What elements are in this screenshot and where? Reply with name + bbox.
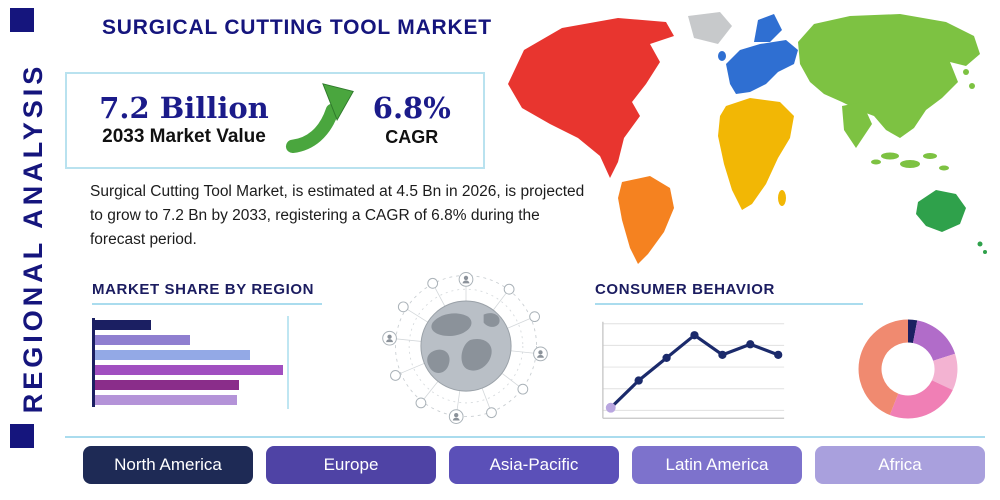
bar-segment-3: [95, 350, 251, 360]
bottom-divider: [65, 436, 985, 438]
region-scandinavia: [754, 14, 782, 42]
island-sea-1: [881, 152, 899, 160]
bar-chart: [92, 316, 289, 409]
bar-segment-1: [95, 320, 152, 330]
network-ring-inner: [408, 288, 524, 404]
island-japan-1: [963, 69, 969, 75]
donut-chart: [855, 316, 961, 422]
continent-australia: [916, 190, 966, 232]
globe-landmasses: [427, 313, 500, 373]
continent-europe: [726, 40, 798, 94]
corner-square-top: [10, 8, 34, 32]
market-share-rule: [92, 303, 322, 305]
market-value: 7.2 Billion: [99, 90, 269, 125]
growth-arrow-icon: [285, 78, 357, 156]
consumer-behavior-rule: [595, 303, 863, 305]
data-point-3: [662, 353, 671, 363]
region-buttons: North America Europe Asia-Pacific Latin Ame…: [83, 446, 985, 484]
region-button-africa[interactable]: Africa: [815, 446, 985, 484]
donut-slice-1: [908, 319, 918, 343]
region-button-latin-america[interactable]: Latin America: [632, 446, 802, 484]
market-share-section: MARKET SHARE BY REGION: [92, 281, 322, 409]
island-nz-1: [977, 241, 983, 247]
region-india: [842, 102, 872, 148]
consumer-behavior-section: CONSUMER BEHAVIOR: [595, 281, 863, 427]
description-text: Surgical Cutting Tool Market, is estimat…: [90, 183, 585, 249]
donut-slice-5: [858, 319, 908, 415]
data-point-5: [718, 350, 727, 359]
region-button-asia-pacific[interactable]: Asia-Pacific: [449, 446, 619, 484]
data-point-4: [690, 331, 699, 340]
cagr-value: 6.8%: [372, 91, 451, 126]
donut-slice-2: [912, 320, 956, 361]
consumer-behavior-header: CONSUMER BEHAVIOR: [595, 281, 775, 298]
bar-segment-6: [95, 395, 237, 405]
island-sea-4: [939, 165, 949, 171]
cagr-block: 6.8% CAGR: [372, 91, 451, 148]
island-madagascar: [778, 190, 786, 206]
island-greenland: [688, 12, 732, 44]
market-value-block: 7.2 Billion 2033 Market Value: [99, 90, 269, 149]
continent-south-america: [618, 176, 674, 264]
donut-chart-svg: [858, 319, 958, 419]
bar-segment-2: [95, 335, 191, 345]
corner-square-bottom: [10, 424, 34, 448]
continent-africa: [718, 98, 794, 210]
stats-box: 7.2 Billion 2033 Market Value 6.8% CAGR: [65, 72, 485, 169]
donut-slice-4: [889, 380, 953, 419]
island-sea-3: [923, 153, 937, 159]
island-japan-2: [969, 83, 975, 89]
data-point-2: [634, 376, 643, 385]
side-vertical-title: REGIONAL ANALYSIS: [18, 62, 48, 414]
world-map: [508, 12, 987, 264]
island-uk: [718, 51, 726, 61]
data-point-7: [774, 350, 783, 359]
market-value-label: 2033 Market Value: [102, 126, 266, 148]
continent-north-america: [508, 18, 674, 178]
market-share-header: MARKET SHARE BY REGION: [92, 281, 315, 298]
page-title: SURGICAL CUTTING TOOL MARKET: [102, 16, 492, 39]
globe-network-graphic: [368, 266, 564, 430]
line-chart: [602, 321, 785, 419]
person-icons: [386, 275, 544, 421]
network-nodes: [382, 272, 548, 424]
bar-segment-4: [95, 365, 284, 375]
continent-asia: [798, 14, 980, 138]
cagr-label: CAGR: [385, 126, 439, 147]
region-button-europe[interactable]: Europe: [266, 446, 436, 484]
region-button-north-america[interactable]: North America: [83, 446, 253, 484]
data-point-6: [746, 340, 755, 349]
line-chart-series: [605, 331, 783, 413]
island-sea-2: [900, 160, 920, 168]
island-sea-5: [871, 159, 881, 165]
data-point-1: [605, 402, 616, 413]
island-nz-2: [983, 250, 987, 254]
bar-segment-5: [95, 380, 239, 390]
donut-slice-3: [931, 353, 958, 391]
